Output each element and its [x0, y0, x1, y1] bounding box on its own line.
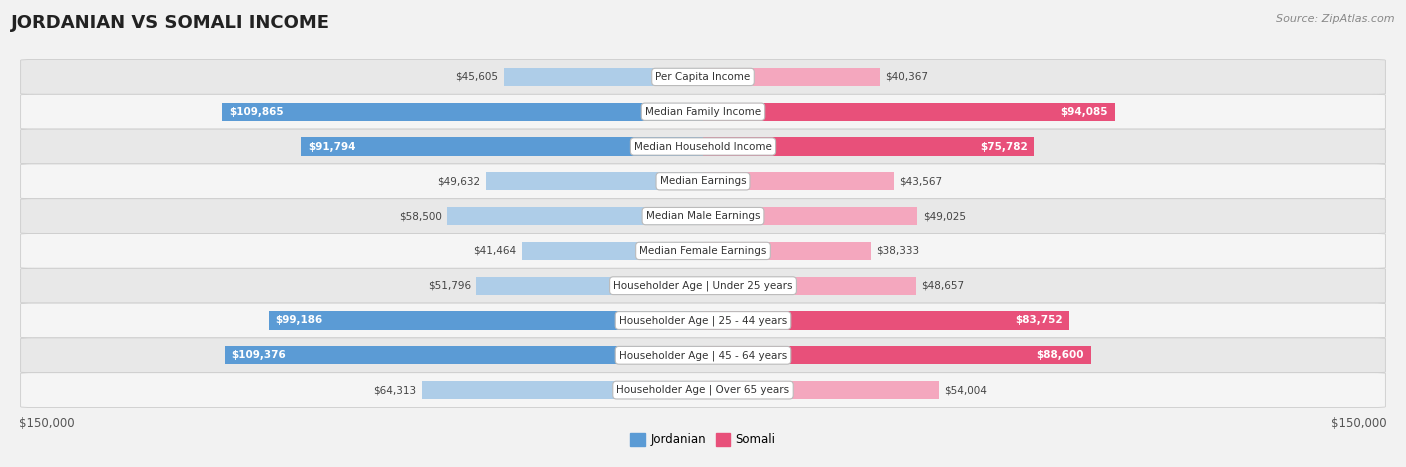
- Text: Householder Age | 45 - 64 years: Householder Age | 45 - 64 years: [619, 350, 787, 361]
- Bar: [703, 242, 870, 260]
- Bar: [703, 68, 880, 86]
- FancyBboxPatch shape: [21, 94, 1385, 129]
- Text: $38,333: $38,333: [876, 246, 920, 256]
- FancyBboxPatch shape: [21, 164, 1385, 198]
- Bar: [222, 103, 703, 121]
- Bar: [477, 276, 703, 295]
- Text: $109,865: $109,865: [229, 107, 284, 117]
- Text: $43,567: $43,567: [898, 177, 942, 186]
- Bar: [703, 137, 1035, 156]
- Text: Median Family Income: Median Family Income: [645, 107, 761, 117]
- Text: Median Earnings: Median Earnings: [659, 177, 747, 186]
- Bar: [447, 207, 703, 225]
- Text: $83,752: $83,752: [1015, 316, 1063, 325]
- Text: $49,632: $49,632: [437, 177, 481, 186]
- Bar: [703, 276, 915, 295]
- Text: $40,367: $40,367: [884, 72, 928, 82]
- Text: Median Male Earnings: Median Male Earnings: [645, 211, 761, 221]
- FancyBboxPatch shape: [21, 234, 1385, 269]
- Bar: [503, 68, 703, 86]
- FancyBboxPatch shape: [21, 373, 1385, 408]
- Legend: Jordanian, Somali: Jordanian, Somali: [626, 429, 780, 451]
- Text: JORDANIAN VS SOMALI INCOME: JORDANIAN VS SOMALI INCOME: [11, 14, 330, 32]
- FancyBboxPatch shape: [21, 129, 1385, 164]
- Text: $51,796: $51,796: [427, 281, 471, 290]
- FancyBboxPatch shape: [21, 59, 1385, 94]
- Bar: [486, 172, 703, 191]
- Text: Householder Age | Over 65 years: Householder Age | Over 65 years: [616, 385, 790, 396]
- Text: $49,025: $49,025: [922, 211, 966, 221]
- Text: Median Female Earnings: Median Female Earnings: [640, 246, 766, 256]
- Text: Householder Age | Under 25 years: Householder Age | Under 25 years: [613, 281, 793, 291]
- Text: $109,376: $109,376: [231, 350, 285, 360]
- Text: $45,605: $45,605: [456, 72, 498, 82]
- Bar: [703, 207, 918, 225]
- Text: $54,004: $54,004: [945, 385, 987, 395]
- Bar: [422, 381, 703, 399]
- Text: Per Capita Income: Per Capita Income: [655, 72, 751, 82]
- FancyBboxPatch shape: [21, 303, 1385, 338]
- Text: $48,657: $48,657: [921, 281, 965, 290]
- Bar: [225, 346, 703, 364]
- Text: $64,313: $64,313: [374, 385, 416, 395]
- Text: $75,782: $75,782: [980, 142, 1028, 151]
- Bar: [269, 311, 703, 330]
- Bar: [703, 311, 1070, 330]
- FancyBboxPatch shape: [21, 269, 1385, 303]
- Text: $94,085: $94,085: [1060, 107, 1108, 117]
- FancyBboxPatch shape: [21, 198, 1385, 234]
- Bar: [703, 103, 1115, 121]
- Text: Median Household Income: Median Household Income: [634, 142, 772, 151]
- Bar: [703, 346, 1091, 364]
- Bar: [522, 242, 703, 260]
- Text: Source: ZipAtlas.com: Source: ZipAtlas.com: [1277, 14, 1395, 24]
- Text: Householder Age | 25 - 44 years: Householder Age | 25 - 44 years: [619, 315, 787, 326]
- Text: $91,794: $91,794: [308, 142, 356, 151]
- Text: $58,500: $58,500: [399, 211, 441, 221]
- Text: $41,464: $41,464: [474, 246, 516, 256]
- Bar: [703, 381, 939, 399]
- Text: $88,600: $88,600: [1036, 350, 1084, 360]
- Bar: [301, 137, 703, 156]
- Text: $99,186: $99,186: [276, 316, 323, 325]
- Bar: [703, 172, 894, 191]
- FancyBboxPatch shape: [21, 338, 1385, 373]
